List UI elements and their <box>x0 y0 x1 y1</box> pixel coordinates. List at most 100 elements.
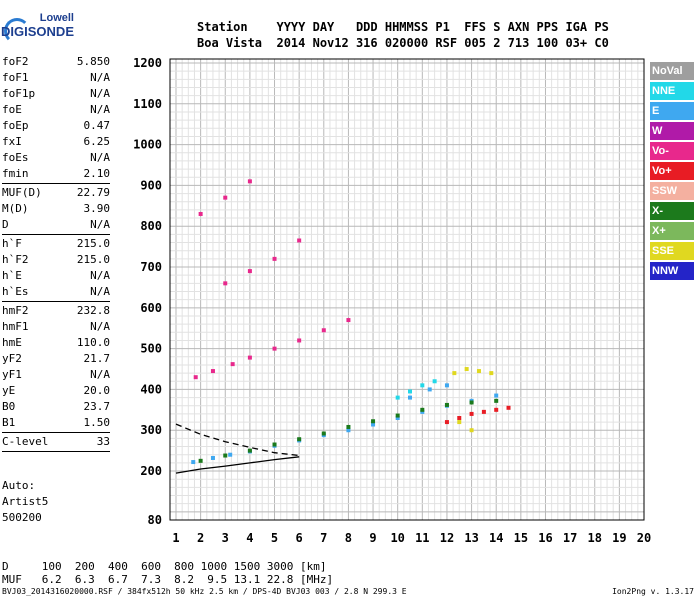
param-row: foEp 0.47 <box>2 118 110 134</box>
echo-point <box>346 424 351 429</box>
legend-item: X- <box>650 202 694 220</box>
param-row: h`F 215.0 <box>2 236 110 252</box>
x-tick-label: 2 <box>197 531 204 545</box>
separator <box>2 451 110 452</box>
param-row: hmE 110.0 <box>2 335 110 351</box>
param-value: 20.0 <box>83 384 111 397</box>
echo-point <box>198 211 203 216</box>
param-row: foF2 5.850 <box>2 54 110 70</box>
distance-muf-table: D 100 200 400 600 800 1000 1500 3000 [km… <box>2 560 333 586</box>
echo-point <box>420 409 425 414</box>
echo-point <box>247 355 252 360</box>
y-tick-labels: 80 200 300 400 500 600 700 800 900 1000 1100 1200 <box>133 56 162 527</box>
auto-program: Artist5 <box>2 495 49 508</box>
param-row: foEs N/A <box>2 150 110 166</box>
x-tick-label: 5 <box>271 531 278 545</box>
param-value: 2.10 <box>83 167 111 180</box>
param-name: yF2 <box>2 352 22 365</box>
legend-item: Vo+ <box>650 162 694 180</box>
version-label: Ion2Png v. 1.3.17 <box>612 587 694 596</box>
param-name: h`E <box>2 269 22 282</box>
param-row: h`E N/A <box>2 268 110 284</box>
echo-point <box>469 411 474 416</box>
echo-point <box>371 422 376 427</box>
y-tick-label: 800 <box>140 219 162 233</box>
y-tick-label: 80 <box>148 513 162 527</box>
param-row: foF1 N/A <box>2 70 110 86</box>
separator <box>2 183 110 184</box>
legend-item: Vo- <box>650 142 694 160</box>
param-value: 1.50 <box>83 416 111 429</box>
echo-point <box>408 389 412 394</box>
param-value: N/A <box>90 285 110 298</box>
echo-point <box>297 437 302 442</box>
lowell-digisonde-logo: Lowell DIGISONDE <box>1 12 74 44</box>
x-tick-label: 12 <box>440 531 454 545</box>
auto-version: 500200 <box>2 511 42 524</box>
echo-point <box>228 452 233 457</box>
param-name: foF2 <box>2 55 29 68</box>
x-tick-label: 4 <box>246 531 253 545</box>
echo-point <box>395 413 400 418</box>
param-value: N/A <box>90 103 110 116</box>
legend-item: SSW <box>650 182 694 200</box>
param-row: h`F2 215.0 <box>2 252 110 268</box>
legend-item: W <box>650 122 694 140</box>
echo-point <box>210 369 215 374</box>
x-tick-label: 1 <box>172 531 179 545</box>
echo-point <box>247 269 252 274</box>
x-tick-label: 7 <box>320 531 327 545</box>
polarization-legend: NoVal NNE E W Vo- Vo+ SSW X- X+ SSE NNW <box>650 62 694 282</box>
y-tick-label: 1000 <box>133 138 162 152</box>
param-name: yE <box>2 384 16 397</box>
legend-item: SSE <box>650 242 694 260</box>
x-tick-label: 20 <box>637 531 651 545</box>
param-value: 215.0 <box>76 253 110 266</box>
echo-point <box>464 367 469 372</box>
echo-point <box>272 256 277 261</box>
param-row: yF1 N/A <box>2 367 110 383</box>
echo-point <box>193 375 198 380</box>
param-name: h`Es <box>2 285 29 298</box>
echo-point <box>223 281 228 286</box>
echo-point <box>272 346 277 351</box>
param-name: M(D) <box>2 202 29 215</box>
x-tick-label: 14 <box>489 531 503 545</box>
profile-curves <box>175 423 300 474</box>
echo-point <box>198 458 203 463</box>
chart-grid <box>170 59 645 520</box>
echo-point <box>469 400 474 405</box>
echo-point <box>346 428 351 433</box>
echo-point <box>432 379 437 384</box>
param-value: 5.850 <box>76 55 110 68</box>
echo-point <box>444 383 449 388</box>
echo-point <box>420 383 425 388</box>
param-value: 21.7 <box>83 352 111 365</box>
x-tick-label: 9 <box>369 531 376 545</box>
echo-point <box>223 453 228 458</box>
echo-point <box>457 415 462 420</box>
x-tick-label: 19 <box>612 531 626 545</box>
echo-point <box>210 455 215 460</box>
param-name: fxI <box>2 135 22 148</box>
param-row: hmF2 232.8 <box>2 303 110 319</box>
echo-points <box>191 179 511 465</box>
param-name: D <box>2 218 9 231</box>
param-value: N/A <box>90 218 110 231</box>
param-value: 232.8 <box>76 304 110 317</box>
param-name: C-level <box>2 435 49 448</box>
separator <box>2 301 110 302</box>
file-info-footer: BVJ03_2014316020000.RSF / 384fx512h 50 k… <box>2 587 407 596</box>
x-tick-label: 10 <box>390 531 404 545</box>
param-row: h`Es N/A <box>2 284 110 300</box>
echo-point <box>481 409 486 414</box>
param-name: fmin <box>2 167 29 180</box>
param-name: h`F <box>2 237 22 250</box>
y-tick-label: 900 <box>140 178 162 192</box>
param-row: hmF1 N/A <box>2 319 110 335</box>
param-value: N/A <box>90 151 110 164</box>
y-tick-label: 1200 <box>133 56 162 70</box>
param-row: foE N/A <box>2 102 110 118</box>
echo-point <box>457 420 462 425</box>
param-name: hmF1 <box>2 320 29 333</box>
